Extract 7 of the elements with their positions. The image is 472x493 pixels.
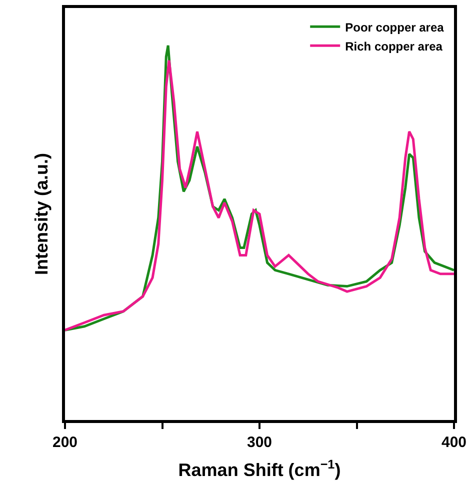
y-axis-title: Intensity (a.u.) xyxy=(31,152,52,276)
legend-label: Poor copper area xyxy=(345,20,444,34)
x-tick-label: 400 xyxy=(441,434,467,451)
x-tick-label: 200 xyxy=(52,434,78,451)
x-tick-label: 300 xyxy=(246,434,272,451)
x-axis-title: Raman Shift (cm$^{−1}$) xyxy=(178,457,341,480)
legend-label: Rich copper area xyxy=(345,39,443,54)
